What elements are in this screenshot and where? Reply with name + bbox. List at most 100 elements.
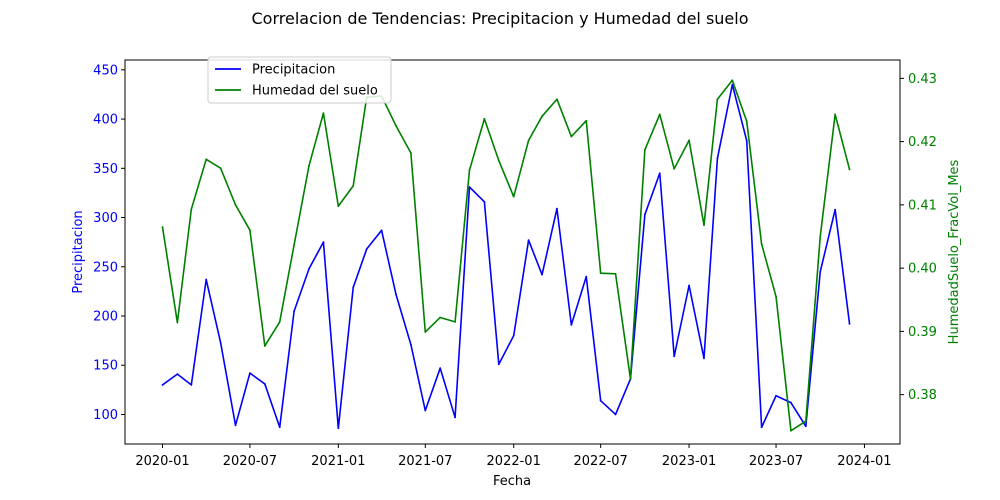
data-point (439, 316, 442, 319)
data-point (673, 355, 676, 358)
y-axis-right-label: HumedadSuelo_FracVol_Mes (947, 159, 962, 344)
legend: Precipitacion Humedad del suelo (207, 56, 392, 104)
data-point (322, 112, 325, 115)
data-point (365, 248, 368, 250)
data-point (190, 384, 193, 386)
data-point (658, 113, 661, 116)
data-point (263, 383, 266, 385)
data-point (688, 139, 690, 142)
x-tick-label: 2020-01 (135, 454, 189, 469)
data-point (716, 98, 719, 101)
data-point (395, 293, 397, 296)
x-tick-label: 2021-07 (398, 454, 452, 469)
data-point (380, 229, 383, 232)
axes: 2020-01 2020-07 2021-01 2021-07 2022-01 2022-… (93, 63, 937, 469)
y-left-tick-label: 300 (93, 211, 118, 226)
x-tick-label: 2022-07 (574, 454, 628, 469)
data-point (409, 343, 412, 346)
data-point (643, 148, 646, 151)
data-point (278, 321, 281, 323)
data-point (585, 119, 588, 122)
y-left-tick-label: 450 (93, 63, 118, 78)
data-point (688, 284, 690, 287)
data-point (703, 224, 705, 227)
data-point (337, 205, 340, 208)
data-point (424, 409, 427, 412)
data-point (834, 113, 837, 116)
data-point (395, 124, 397, 127)
data-point (614, 413, 617, 416)
data-point (512, 195, 515, 198)
data-point (322, 241, 325, 244)
data-point (512, 334, 515, 337)
data-point (556, 98, 558, 101)
series-line-0 (162, 83, 851, 430)
data-point (848, 322, 851, 325)
data-point (556, 207, 558, 210)
data-point (848, 168, 851, 171)
data-point (775, 295, 777, 298)
data-point (468, 186, 471, 188)
legend-label: Humedad del suelo (252, 84, 378, 99)
data-point (263, 345, 266, 347)
data-point (205, 158, 208, 161)
data-point (599, 272, 602, 275)
data-point (337, 427, 340, 430)
data-point (352, 286, 355, 289)
y-right-tick-label: 0.41 (908, 198, 937, 213)
data-point (176, 373, 179, 375)
data-point (585, 275, 588, 278)
x-axis-label: Fecha (493, 474, 531, 489)
x-tick-label: 2020-07 (223, 454, 277, 469)
y-right-tick-label: 0.39 (908, 325, 937, 340)
y-right-tick-label: 0.43 (908, 72, 937, 87)
data-point (439, 367, 442, 370)
data-point (190, 208, 193, 211)
y-axis-left-label: Precipitacion (71, 210, 86, 293)
y-right-tick-label: 0.38 (908, 388, 937, 403)
data-point (643, 213, 646, 216)
y-left-tick-label: 350 (93, 162, 118, 177)
data-point (278, 426, 281, 429)
data-point (483, 200, 486, 203)
data-point (497, 363, 500, 366)
data-point (527, 239, 530, 242)
data-point (161, 226, 164, 228)
data-point (468, 169, 471, 171)
y-right-tick-label: 0.42 (908, 135, 937, 150)
legend-box (207, 56, 392, 104)
data-point (541, 115, 543, 118)
plot-frame (124, 59, 901, 445)
data-point (673, 167, 676, 170)
data-point (352, 184, 355, 187)
data-point (249, 229, 251, 232)
data-point (760, 426, 763, 429)
data-point (205, 278, 208, 281)
data-point (161, 384, 164, 386)
x-tick-label: 2022-01 (487, 454, 541, 469)
data-point (308, 164, 310, 167)
y-left-tick-label: 150 (93, 359, 118, 374)
data-point (541, 273, 543, 276)
data-point (804, 425, 807, 428)
data-point (424, 331, 427, 333)
data-point (731, 83, 734, 86)
data-point (703, 357, 705, 360)
x-tick-label: 2023-07 (749, 454, 803, 469)
data-point (599, 399, 602, 402)
x-tick-label: 2024-01 (837, 454, 891, 469)
data-point (219, 167, 222, 170)
data-point (658, 172, 661, 175)
data-point (570, 135, 573, 138)
legend-label: Precipitacion (252, 63, 335, 78)
y-right-tick-label: 0.40 (908, 262, 937, 277)
data-point (454, 416, 456, 419)
data-point (629, 377, 632, 380)
data-point (745, 120, 748, 123)
data-point (293, 243, 296, 246)
data-point (308, 267, 310, 270)
data-point (819, 235, 822, 238)
data-point (409, 152, 412, 154)
data-point (614, 272, 617, 275)
